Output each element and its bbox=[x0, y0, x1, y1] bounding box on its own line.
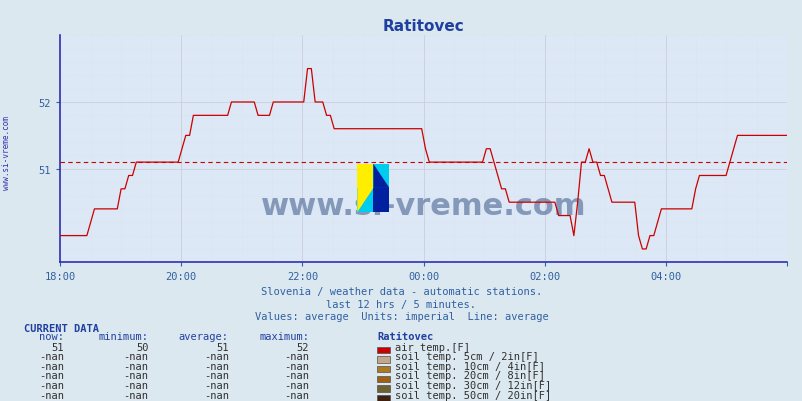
Text: www.si-vreme.com: www.si-vreme.com bbox=[261, 192, 585, 221]
Text: 51: 51 bbox=[216, 342, 229, 352]
Text: 50: 50 bbox=[136, 342, 148, 352]
Text: minimum:: minimum: bbox=[99, 332, 148, 342]
Text: -nan: -nan bbox=[124, 371, 148, 381]
Text: -nan: -nan bbox=[124, 351, 148, 361]
Text: soil temp. 20cm / 8in[F]: soil temp. 20cm / 8in[F] bbox=[395, 371, 545, 381]
Polygon shape bbox=[373, 188, 389, 213]
Text: -nan: -nan bbox=[204, 371, 229, 381]
Polygon shape bbox=[357, 188, 373, 213]
Text: soil temp. 5cm / 2in[F]: soil temp. 5cm / 2in[F] bbox=[395, 351, 538, 361]
Text: soil temp. 30cm / 12in[F]: soil temp. 30cm / 12in[F] bbox=[395, 380, 551, 390]
Text: now:: now: bbox=[39, 332, 64, 342]
Polygon shape bbox=[373, 164, 389, 188]
Text: 52: 52 bbox=[296, 342, 309, 352]
Polygon shape bbox=[357, 188, 373, 213]
Text: -nan: -nan bbox=[284, 390, 309, 400]
Text: -nan: -nan bbox=[204, 380, 229, 390]
Text: www.si-vreme.com: www.si-vreme.com bbox=[2, 115, 11, 189]
Text: -nan: -nan bbox=[284, 380, 309, 390]
Text: -nan: -nan bbox=[39, 390, 64, 400]
Text: 51: 51 bbox=[51, 342, 64, 352]
Text: -nan: -nan bbox=[39, 351, 64, 361]
Text: -nan: -nan bbox=[124, 390, 148, 400]
Text: Ratitovec: Ratitovec bbox=[377, 332, 433, 342]
Text: Slovenia / weather data - automatic stations.: Slovenia / weather data - automatic stat… bbox=[261, 287, 541, 297]
Text: last 12 hrs / 5 minutes.: last 12 hrs / 5 minutes. bbox=[326, 299, 476, 309]
Text: -nan: -nan bbox=[284, 351, 309, 361]
Text: -nan: -nan bbox=[124, 380, 148, 390]
Text: -nan: -nan bbox=[39, 361, 64, 371]
Polygon shape bbox=[357, 164, 373, 188]
Text: -nan: -nan bbox=[284, 371, 309, 381]
Title: Ratitovec: Ratitovec bbox=[383, 18, 464, 34]
Text: -nan: -nan bbox=[124, 361, 148, 371]
Text: -nan: -nan bbox=[204, 390, 229, 400]
Text: -nan: -nan bbox=[39, 371, 64, 381]
Text: -nan: -nan bbox=[204, 351, 229, 361]
Text: CURRENT DATA: CURRENT DATA bbox=[24, 323, 99, 333]
Polygon shape bbox=[373, 164, 389, 188]
Text: soil temp. 10cm / 4in[F]: soil temp. 10cm / 4in[F] bbox=[395, 361, 545, 371]
Text: maximum:: maximum: bbox=[259, 332, 309, 342]
Text: soil temp. 50cm / 20in[F]: soil temp. 50cm / 20in[F] bbox=[395, 390, 551, 400]
Text: -nan: -nan bbox=[39, 380, 64, 390]
Text: Values: average  Units: imperial  Line: average: Values: average Units: imperial Line: av… bbox=[254, 311, 548, 321]
Text: air temp.[F]: air temp.[F] bbox=[395, 342, 469, 352]
Text: -nan: -nan bbox=[284, 361, 309, 371]
Text: -nan: -nan bbox=[204, 361, 229, 371]
Text: average:: average: bbox=[179, 332, 229, 342]
